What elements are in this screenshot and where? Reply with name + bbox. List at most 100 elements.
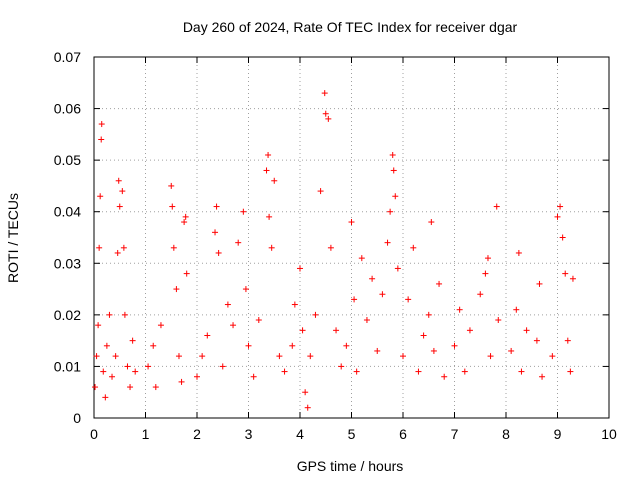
data-point [493,203,500,210]
data-point [428,219,435,226]
data-point [338,363,345,370]
data-point [157,322,164,329]
data-point [466,327,473,334]
data-point [392,193,399,200]
data-point [235,239,242,246]
data-point [302,389,309,396]
data-point [374,347,381,354]
data-point [199,353,206,360]
y-tick-label: 0.02 [54,307,81,323]
data-point [219,363,226,370]
data-point [242,286,249,293]
y-tick-label: 0.07 [54,49,81,65]
data-point [168,182,175,189]
data-point [389,151,396,158]
data-point [230,322,237,329]
data-point [97,193,104,200]
y-tick-label: 0.05 [54,152,81,168]
data-point [129,337,136,344]
data-point [379,291,386,298]
data-point [394,265,401,272]
axes: 0 1 2 3 4 5 6 7 8 9 10 0 0.01 0.02 0.03 0.04 0.05 0.06 0.0… [54,49,617,442]
data-point [224,301,231,308]
x-tick-label: 4 [296,426,304,442]
data-point [112,353,119,360]
data-point [523,327,530,334]
y-tick-label: 0.01 [54,358,81,374]
data-point [348,219,355,226]
y-tick-label: 0.03 [54,255,81,271]
data-point [304,404,311,411]
data-point [363,317,370,324]
data-point [183,270,190,277]
data-point [255,317,262,324]
data-point [291,301,298,308]
data-point [102,394,109,401]
data-point [152,384,159,391]
data-point [559,234,566,241]
x-tick-label: 3 [245,426,253,442]
data-point [425,311,432,318]
x-axis-label: GPS time / hours [297,458,404,474]
data-point [124,363,131,370]
grid-lines [94,57,609,418]
data-point [204,332,211,339]
x-tick-label: 5 [348,426,356,442]
data-point [384,239,391,246]
data-point [93,353,100,360]
data-point [557,203,564,210]
chart-title: Day 260 of 2024, Rate Of TEC Index for r… [183,19,518,35]
data-point [169,203,176,210]
data-point [312,311,319,318]
data-point [213,203,220,210]
data-point [307,353,314,360]
data-point [240,208,247,215]
data-point [358,255,365,262]
data-point [289,342,296,349]
data-point [297,265,303,272]
data-point [549,353,556,360]
data-point [150,342,157,349]
data-point [327,244,334,251]
data-point [420,332,427,339]
x-tick-label: 0 [90,426,98,442]
y-axis-label: ROTI / TECUs [5,193,21,283]
data-point [281,368,288,375]
data-point [405,296,412,303]
x-tick-label: 8 [502,426,510,442]
data-point [145,363,152,370]
data-point [114,249,121,256]
data-point [173,286,180,293]
data-point [115,177,122,184]
data-point [263,167,270,174]
data-point [353,368,360,375]
data-point [343,342,350,349]
data-point [564,337,571,344]
data-point [321,90,328,97]
data-point [245,342,252,349]
data-point [325,115,332,122]
data-point [451,342,458,349]
data-point [92,384,99,391]
data-point [250,373,257,380]
data-point [212,229,219,236]
data-point [554,213,561,220]
data-point [569,275,576,282]
data-point [182,213,189,220]
data-point [103,342,110,349]
data-point [170,244,177,251]
data-point [121,311,128,318]
x-tick-label: 9 [554,426,562,442]
x-tick-label: 1 [142,426,150,442]
data-point [322,110,329,117]
data-point [116,203,123,210]
data-point [181,219,188,226]
data-point [518,368,525,375]
data-point [266,213,273,220]
y-tick-label: 0.06 [54,101,81,117]
data-point [410,244,417,251]
data-point [299,327,306,334]
y-tick-label: 0 [73,410,81,426]
data-point [369,275,376,282]
